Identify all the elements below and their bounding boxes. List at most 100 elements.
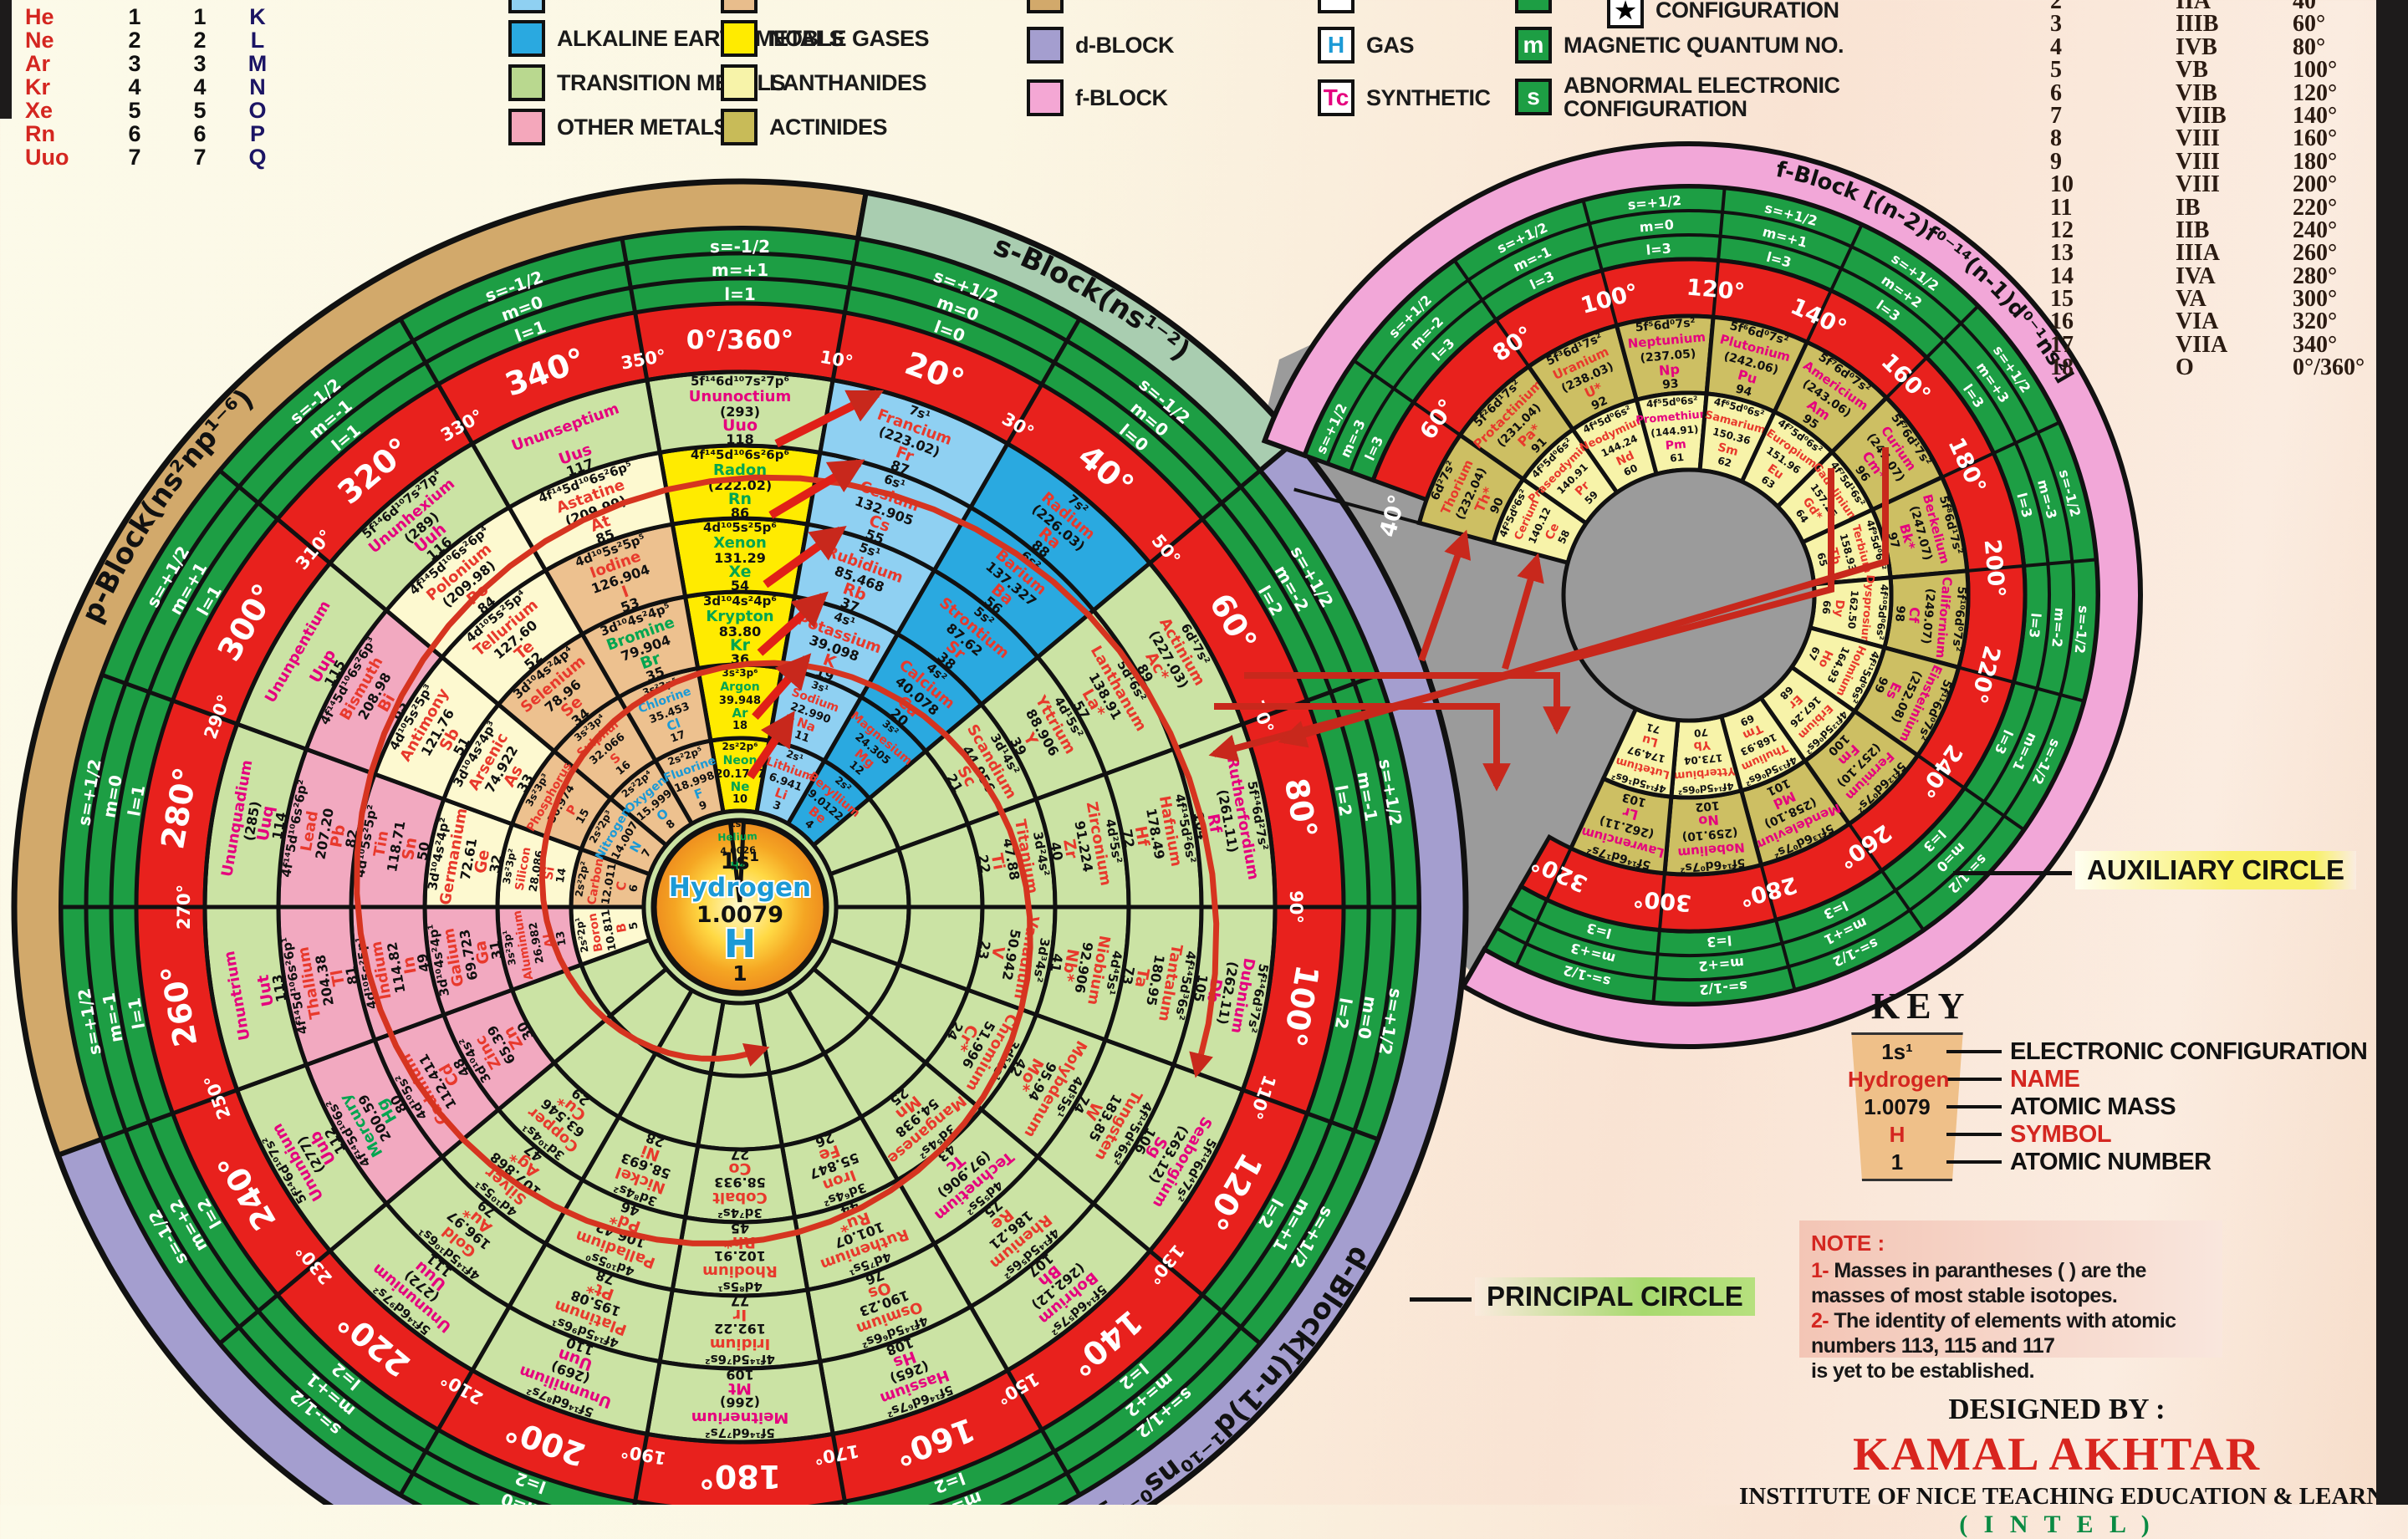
period-jump-arrow — [747, 711, 795, 780]
svg-text:17: 17 — [669, 728, 687, 745]
svg-text:92: 92 — [1589, 394, 1610, 413]
key-title: KEY — [1871, 986, 1972, 1027]
note-line: 2- The identity of elements with atomic … — [1811, 1309, 2176, 1358]
svg-text:Mt: Mt — [728, 1379, 752, 1398]
svg-text:180°: 180° — [699, 1458, 781, 1495]
legend-swatch: s — [1515, 79, 1552, 115]
poster-edge-right — [2376, 0, 2408, 1505]
shells-row: Xe 5 5 O — [25, 98, 267, 123]
svg-text:86: 86 — [731, 505, 749, 521]
svg-text:83.80: 83.80 — [719, 624, 762, 640]
legend-item: m MAGNETIC QUANTUM NO. — [1515, 27, 1844, 64]
svg-text:109: 109 — [726, 1367, 753, 1383]
svg-text:Cobalt: Cobalt — [712, 1189, 768, 1206]
svg-text:Hydrogen: Hydrogen — [669, 873, 811, 903]
svg-text:Helium: Helium — [717, 830, 758, 843]
legend-swatch: Tc — [1318, 79, 1354, 116]
svg-text:(237.05): (237.05) — [1640, 347, 1696, 365]
svg-text:l=3: l=3 — [1645, 240, 1672, 258]
group-degree-row: 2 IIA 40° — [2050, 0, 2326, 14]
svg-text:4d¹⁰5s²5p⁶: 4d¹⁰5s²5p⁶ — [703, 520, 777, 535]
element-cell-He — [727, 818, 747, 903]
svg-text:4f¹⁴5d⁰6s²: 4f¹⁴5d⁰6s² — [1677, 780, 1734, 797]
key-element-cell — [1851, 1032, 1963, 1181]
shells-row: Ar 3 3 M — [25, 51, 268, 76]
legend-swatch — [508, 109, 545, 145]
svg-text:(293): (293) — [720, 404, 760, 420]
svg-text:Ti: Ti — [987, 852, 1008, 871]
svg-text:62: 62 — [1717, 455, 1733, 470]
legend-item: f-BLOCK — [1027, 79, 1168, 116]
legend-item: ACTINIDES — [721, 109, 888, 145]
svg-text:4f⁵5d⁰6s²: 4f⁵5d⁰6s² — [1645, 394, 1698, 410]
legend-item — [1027, 0, 1064, 13]
svg-text:m=-2: m=-2 — [2048, 607, 2068, 648]
legend-swatch: H — [1318, 27, 1354, 64]
designed-by-label: DESIGNED BY : — [1948, 1393, 2166, 1425]
svg-text:40: 40 — [1047, 841, 1066, 862]
svg-text:He: He — [730, 860, 747, 874]
svg-text:l=3: l=3 — [1706, 932, 1732, 950]
svg-text:4d⁸5s¹: 4d⁸5s¹ — [717, 1279, 763, 1294]
svg-text:32: 32 — [487, 854, 506, 874]
key-row: 1 ATOMIC NUMBER — [1890, 1148, 2212, 1175]
svg-text:14: 14 — [554, 867, 569, 884]
f-block-link-arrow — [1244, 672, 1571, 735]
svg-text:1.0079: 1.0079 — [696, 902, 783, 928]
legend-label: f-BLOCK — [1075, 85, 1168, 110]
svg-text:49: 49 — [414, 952, 433, 973]
svg-text:94: 94 — [1734, 382, 1753, 400]
legend-swatch — [1515, 0, 1552, 13]
svg-text:Hf: Hf — [1131, 824, 1153, 848]
group-degree-row: 18 O 0°/360° — [2050, 354, 2365, 381]
legend-swatch — [508, 20, 545, 57]
key-row: Hydrogen NAME — [1848, 1065, 2080, 1093]
group-degree-row: 11 IB 220° — [2050, 194, 2338, 221]
groups-degrees-table: 2 IIA 40° 3 IIIB 60° 4 IVB 80° 5 VB 100° 6 VIB 120° 7 VI… — [2050, 0, 2408, 380]
group-degree-row: 9 VIII 180° — [2050, 148, 2338, 175]
svg-text:90°: 90° — [1286, 890, 1306, 924]
svg-text:m=+2: m=+2 — [1698, 955, 1745, 975]
note-line: 1- Masses in parantheses ( ) are the mas… — [1811, 1259, 2146, 1307]
legend-swatch — [721, 0, 758, 13]
svg-text:Ir: Ir — [732, 1306, 747, 1324]
svg-text:V: V — [987, 945, 1008, 961]
key-block: KEY 1s¹ ELECTRONIC CONFIGURATION Hydrogen N… — [1848, 985, 2368, 1181]
svg-text:Ta: Ta — [1131, 966, 1153, 989]
designer-credits: DESIGNED BY : KAMAL AKHTAR INSTITUTE OF … — [1739, 1393, 2408, 1539]
svg-text:11: 11 — [793, 728, 811, 745]
institute-name: INSTITUTE OF NICE TEACHING EDUCATION & L… — [1739, 1483, 2408, 1510]
svg-text:4f¹⁴5d¹⁰6s²6p⁶: 4f¹⁴5d¹⁰6s²6p⁶ — [691, 447, 789, 462]
svg-text:Ytterbium: Ytterbium — [1673, 764, 1737, 782]
legend-item — [508, 0, 545, 13]
svg-text:5f¹⁴6d⁷7s²: 5f¹⁴6d⁷7s² — [705, 1425, 775, 1440]
svg-text:192.22: 192.22 — [714, 1321, 766, 1337]
svg-text:3s²3p⁶: 3s²3p⁶ — [722, 667, 758, 679]
legend-swatch — [1318, 0, 1354, 13]
principal-circle-pointer-line — [1410, 1297, 1472, 1302]
svg-text:Dy: Dy — [1831, 599, 1846, 618]
svg-text:m=+1: m=+1 — [712, 260, 768, 280]
svg-text:(266): (266) — [720, 1394, 760, 1410]
institute-acronym: ( I N T E L ) — [1959, 1511, 2155, 1538]
legend-swatch — [508, 0, 545, 13]
legend-swatch — [721, 20, 758, 57]
svg-text:3d¹⁰4s²4p⁶: 3d¹⁰4s²4p⁶ — [703, 594, 777, 609]
svg-text:4f¹⁴5d⁷6s²: 4f¹⁴5d⁷6s² — [705, 1352, 775, 1367]
svg-text:Pm: Pm — [1665, 438, 1686, 453]
svg-text:58: 58 — [1556, 528, 1573, 546]
period-jump-arrow — [752, 653, 812, 721]
svg-text:Lr: Lr — [1621, 804, 1640, 823]
designer-name: KAMAL AKHTAR — [1852, 1429, 2262, 1480]
svg-text:173.04: 173.04 — [1683, 752, 1722, 767]
svg-text:120°: 120° — [1686, 274, 1746, 305]
svg-text:Iridium: Iridium — [710, 1335, 770, 1353]
legend-swatch — [721, 109, 758, 145]
svg-text:2s¹: 2s¹ — [785, 747, 805, 764]
svg-text:Yb: Yb — [1693, 737, 1712, 752]
legend-item: NOBLE GASES — [721, 20, 930, 57]
svg-text:C: C — [613, 880, 630, 892]
note-block: NOTE : 1- Masses in parantheses ( ) are … — [1799, 1220, 2222, 1383]
svg-text:4f¹⁰5d⁰6s²: 4f¹⁰5d⁰6s² — [1874, 583, 1890, 640]
group-degree-row: 4 IVB 80° — [2050, 33, 2326, 60]
